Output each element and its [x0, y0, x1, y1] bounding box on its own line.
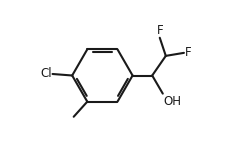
Text: OH: OH — [164, 95, 181, 108]
Text: F: F — [156, 24, 163, 37]
Text: Cl: Cl — [40, 67, 52, 80]
Text: F: F — [185, 46, 191, 59]
